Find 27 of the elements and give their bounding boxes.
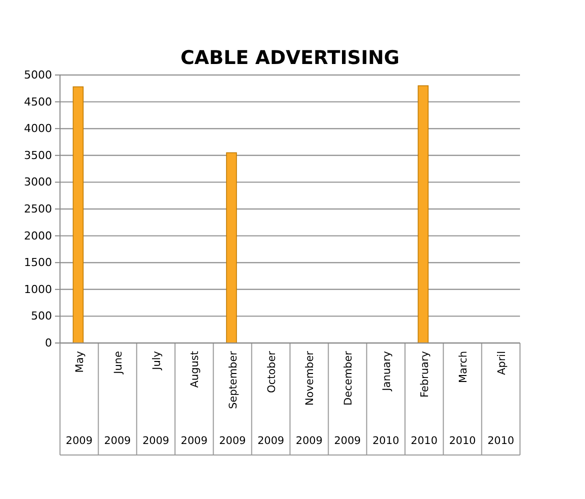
category-label: November 2009 (296, 351, 323, 447)
y-tick-label: 3500 (24, 148, 52, 162)
category-label: February 2010 (410, 351, 438, 447)
category-label: April 2010 (487, 351, 514, 447)
y-tick-label: 3000 (24, 176, 52, 189)
category-label: January 2010 (372, 351, 400, 447)
y-tick-label: 0 (45, 336, 52, 350)
y-tick-label: 1000 (24, 282, 52, 296)
y-tick-label: 2500 (24, 202, 52, 216)
y-tick-label: 1500 (24, 256, 52, 270)
category-label: June 2009 (104, 351, 131, 447)
y-tick-label: 2000 (24, 229, 52, 242)
category-label: March 2010 (449, 351, 476, 447)
category-label: May 2009 (66, 351, 93, 447)
category-label: September 2009 (219, 351, 246, 447)
category-label: December 2009 (334, 351, 361, 447)
y-tick-label: 4500 (24, 95, 52, 108)
y-tick-label: 4000 (24, 122, 52, 136)
bar (226, 152, 237, 344)
category-label: August 2009 (180, 351, 208, 447)
bar (72, 86, 84, 344)
category-label: October 2009 (257, 351, 284, 447)
y-tick-label: 500 (31, 310, 52, 323)
y-tick-label: 5000 (24, 68, 52, 82)
category-label: July 2009 (142, 351, 170, 447)
chart-title: CABLE ADVERTISING (180, 47, 400, 69)
bar (418, 85, 429, 344)
